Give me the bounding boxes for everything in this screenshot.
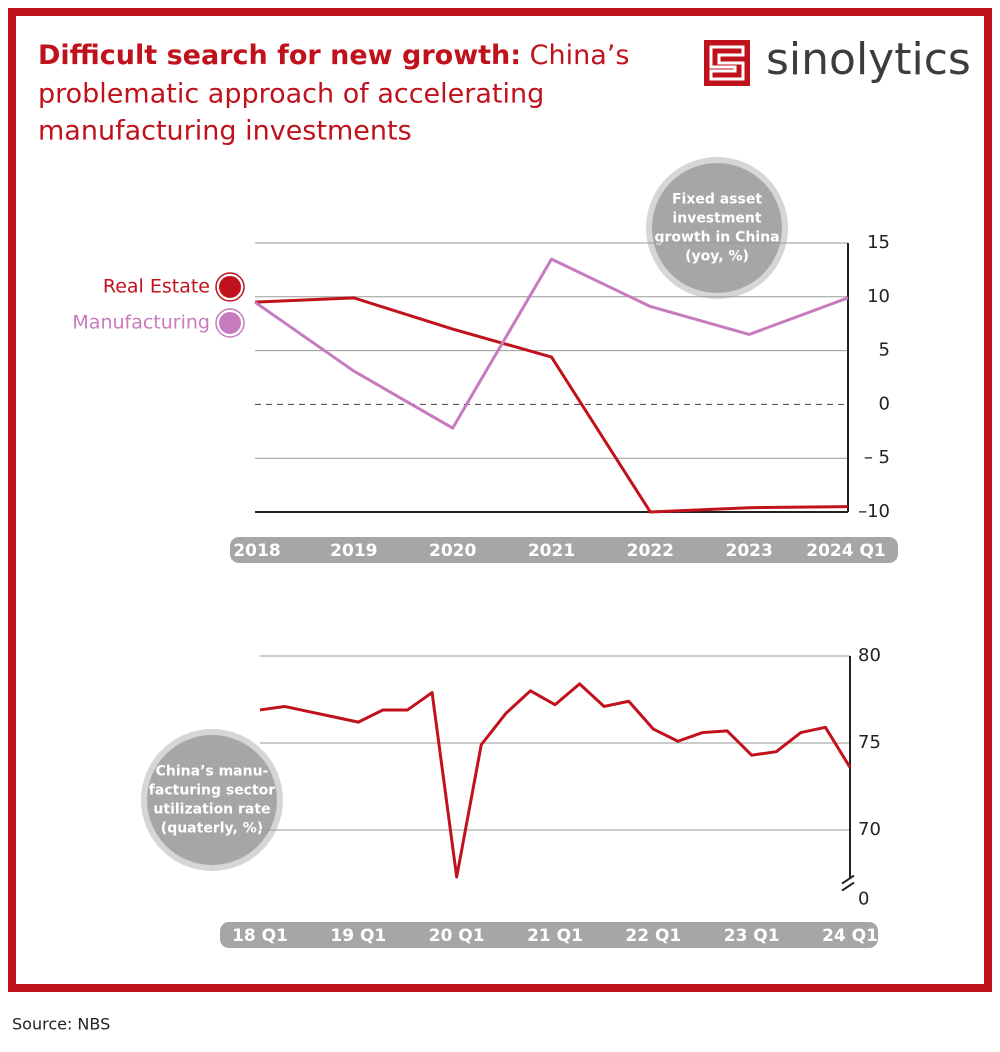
y-tick-label: 10 [867,286,890,307]
logo-icon [704,40,750,86]
x-tick-label: 21 Q1 [527,926,583,946]
x-tick-label: 20 Q1 [429,926,485,946]
x-tick-label: 2021 [528,541,575,561]
x-tick-label: 2023 [726,541,773,561]
annotation-text: (yoy, %) [685,249,749,265]
annotation-text: Fixed asset [672,192,762,208]
legend-label: Real Estate [103,276,210,298]
y-tick-label: 0 [879,393,890,414]
legend-ring [215,272,245,302]
y-tick-label: 0 [858,889,869,910]
legend-marker [217,274,243,300]
y-tick-label: 75 [858,732,881,753]
annotation-text: (quaterly, %) [161,821,263,837]
series-line [254,296,849,514]
annotation-text: investment [672,211,761,227]
legend-ring [215,308,245,338]
series-line [254,257,849,430]
title-bold: Difficult search for new growth: [38,40,521,71]
x-tick-label: 18 Q1 [232,926,288,946]
title-line: manufacturing investments [38,116,412,147]
logo-text: sinolytics [766,34,971,85]
annotation-bubble [646,157,788,299]
annotation-text: utilization rate [153,802,270,818]
source: Source: NBS [12,1015,110,1034]
title: Difficult search for new growth: China’s [38,40,629,71]
x-axis-bar [230,537,898,563]
x-tick-label: 2022 [627,541,674,561]
x-tick-label: 24 Q1 [822,926,878,946]
annotation-text: growth in China [654,230,779,246]
legend-label: Manufacturing [72,312,210,334]
y-tick-label: 15 [867,232,890,253]
title-line: China’s [530,40,630,71]
y-tick-label: – 5 [864,447,890,468]
legend-marker [217,310,243,336]
x-tick-label: 19 Q1 [330,926,386,946]
y-tick-label: 80 [858,645,881,666]
y-tick-label: 5 [879,340,890,361]
x-tick-label: 2018 [233,541,280,561]
x-tick-label: 2019 [330,541,377,561]
x-tick-label: 22 Q1 [625,926,681,946]
axis-break [841,874,855,885]
annotation-text: facturing sector [149,783,275,799]
x-tick-label: 2024 Q1 [806,541,886,561]
x-tick-label: 23 Q1 [724,926,780,946]
y-tick-label: 70 [858,819,881,840]
series-line [259,682,852,879]
title-line: problematic approach of accelerating [38,79,544,110]
x-tick-label: 2020 [429,541,476,561]
y-tick-label: –10 [858,501,890,522]
annotation-text: China’s manu- [156,764,269,780]
x-axis-bar [220,922,878,948]
axis-break [841,881,855,892]
annotation-bubble [141,729,283,871]
